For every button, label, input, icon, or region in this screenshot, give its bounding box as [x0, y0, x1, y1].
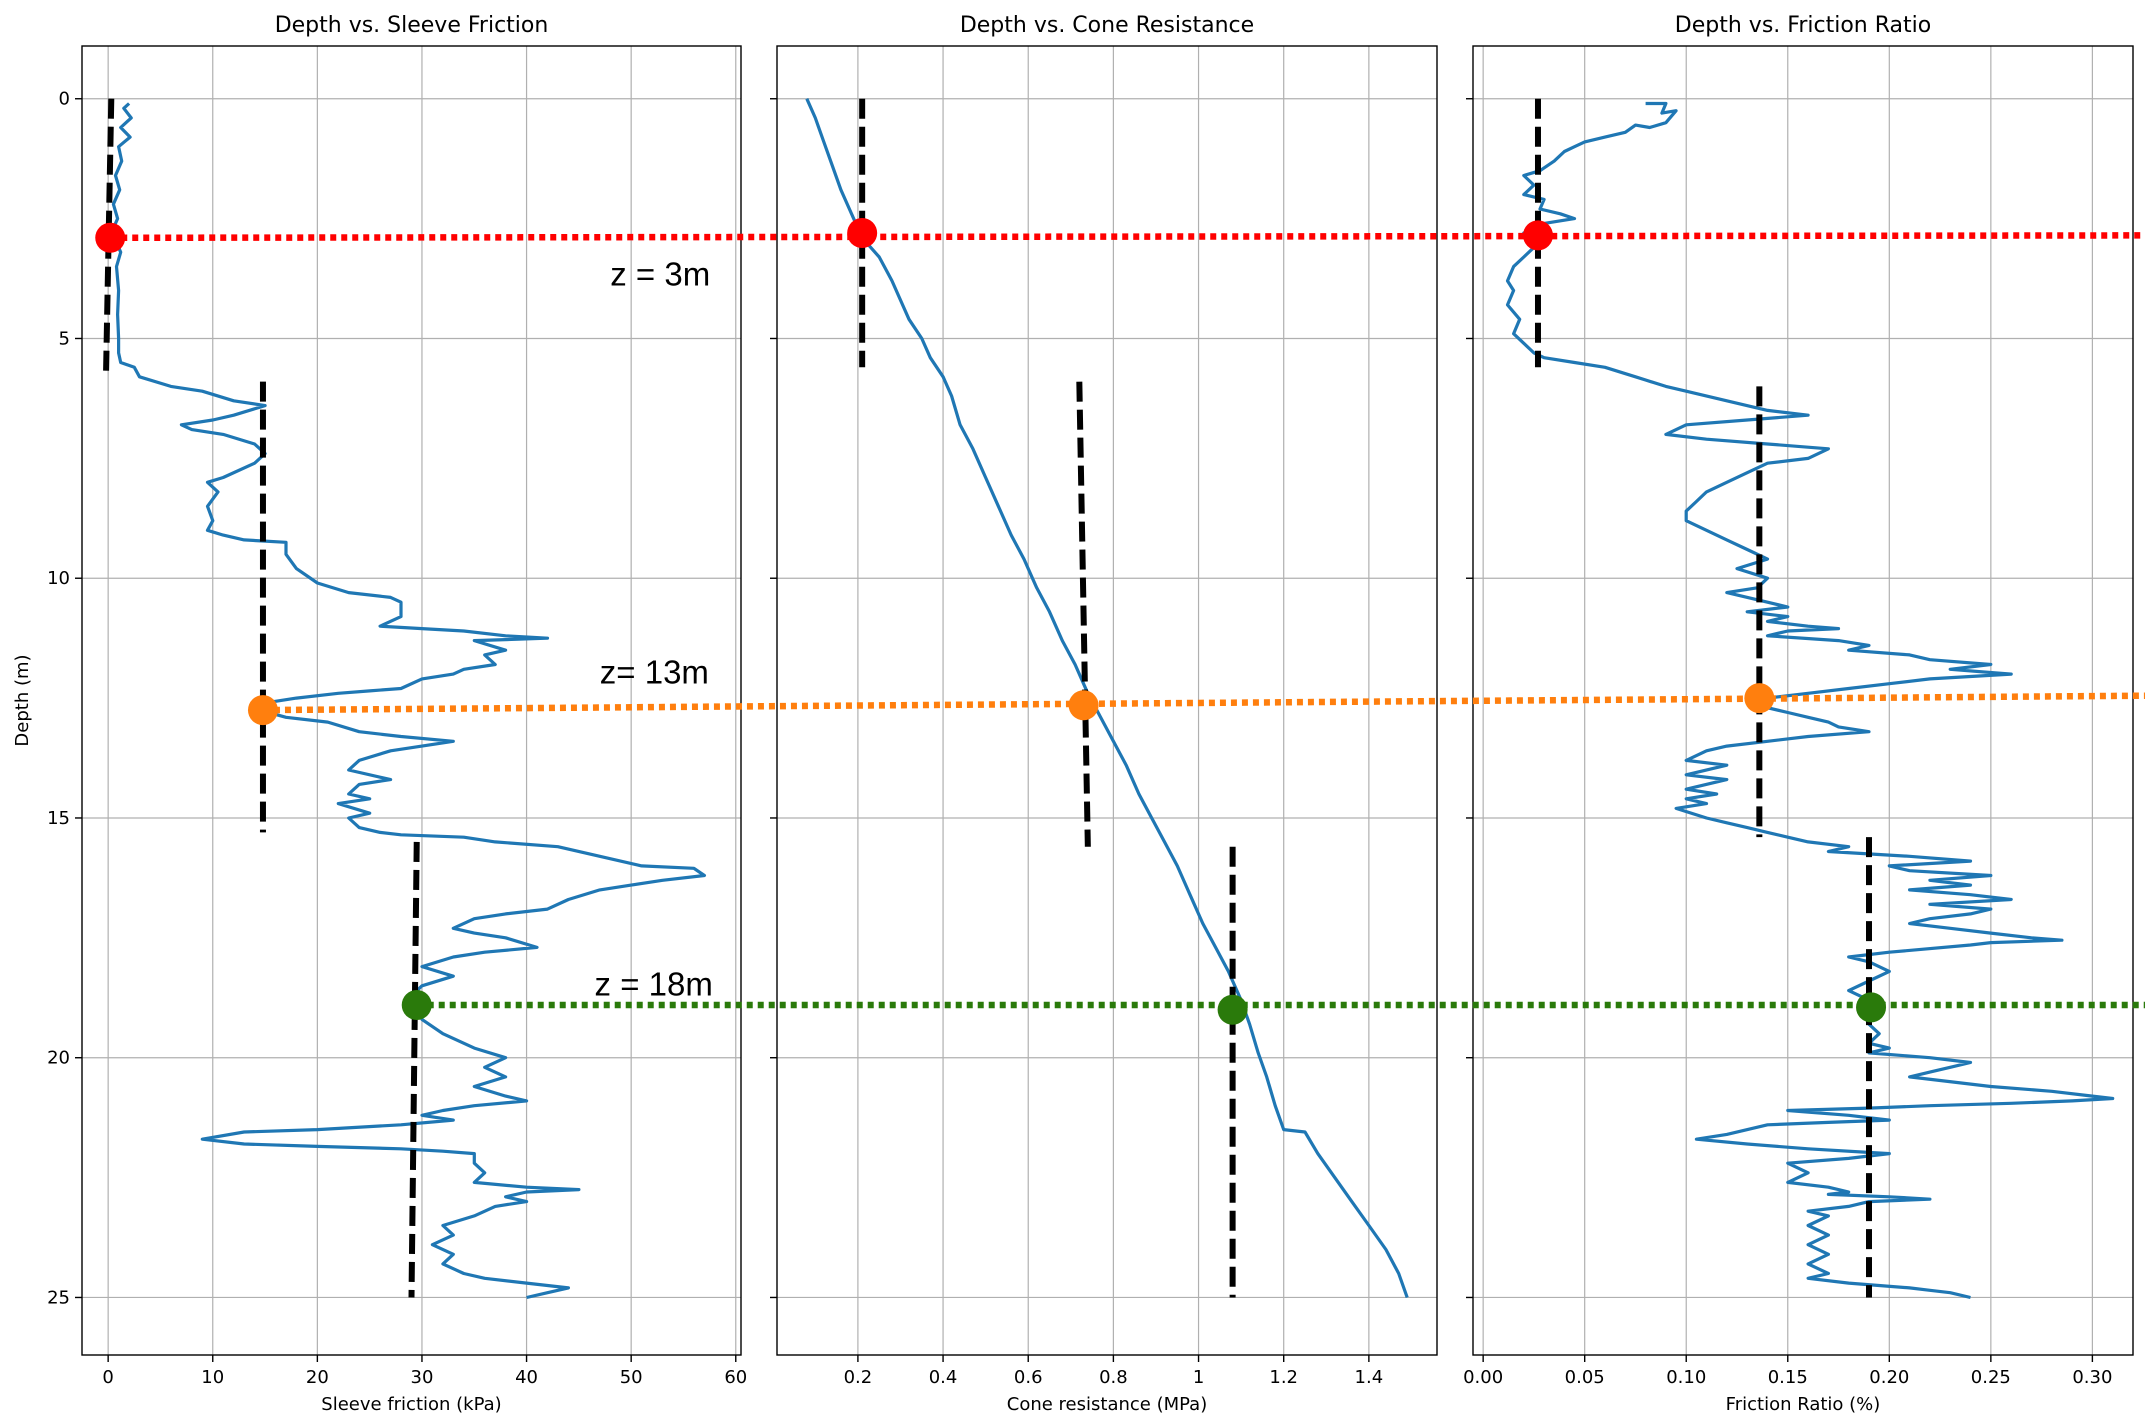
dashed-trend-line: [408, 841, 420, 1298]
depth-marker: [1744, 683, 1775, 714]
plot-frame: [81, 45, 742, 1356]
chart-title: Depth vs. Cone Resistance: [960, 13, 1254, 38]
depth-marker: [1522, 220, 1553, 251]
y-tick-label: 25: [47, 1287, 70, 1308]
x-tick-label: 0.30: [2072, 1367, 2112, 1388]
x-axis-label: Friction Ratio (%): [1726, 1394, 1881, 1415]
x-tick-label: 10: [201, 1367, 224, 1388]
series-line: [109, 102, 706, 1300]
x-tick-label: 30: [411, 1367, 434, 1388]
depth-connector-lines: [95, 218, 2145, 1025]
series-line: [805, 98, 1409, 1299]
x-tick-label: 0.4: [929, 1367, 958, 1388]
x-tick-label: 0.10: [1666, 1367, 1706, 1388]
depth-annotation: z= 13m: [600, 654, 709, 691]
depth-marker: [847, 218, 878, 248]
chart-panels: 0 10 20 30 40 50 60 0 5 10 15 20 25 Depth vs. Sleeve …: [12, 13, 2134, 1415]
chart-panel-1: 0.2 0.4 0.6 0.8 1 1.2 1.4 Depth vs. Cone Resist…: [770, 13, 1438, 1415]
depth-annotation: z = 3m: [610, 256, 710, 293]
x-tick-label: 0: [102, 1367, 113, 1388]
x-axis-label: Sleeve friction (kPa): [321, 1394, 501, 1415]
depth-connector-line: [110, 232, 2145, 242]
chart-title: Depth vs. Sleeve Friction: [275, 13, 549, 38]
y-tick-label: 0: [59, 89, 70, 110]
x-tick-label: 60: [724, 1367, 747, 1388]
x-tick-label: 1.4: [1355, 1367, 1384, 1388]
y-tick-label: 15: [47, 808, 70, 829]
y-tick-label: 5: [59, 328, 70, 349]
x-tick-label: 40: [515, 1367, 538, 1388]
y-tick-label: 10: [47, 568, 70, 589]
x-tick-label: 0.05: [1565, 1367, 1605, 1388]
x-axis-label: Cone resistance (MPa): [1007, 1394, 1207, 1415]
y-axis-label: Depth (m): [12, 654, 33, 746]
x-tick-label: 0.15: [1768, 1367, 1808, 1388]
depth-annotation: z = 18m: [595, 965, 713, 1002]
y-tick-label: 20: [47, 1048, 70, 1069]
depth-connector-line: [262, 692, 2145, 714]
depth-marker: [1068, 690, 1099, 721]
x-tick-label: 0.25: [1971, 1367, 2011, 1388]
depth-marker: [1217, 994, 1248, 1025]
x-tick-label: 0.2: [844, 1367, 873, 1388]
chart-title: Depth vs. Friction Ratio: [1675, 13, 1931, 38]
chart-panel-2: 0.00 0.05 0.10 0.15 0.20 0.25 0.30 Depth vs. Fr…: [1463, 13, 2134, 1415]
x-tick-label: 0.20: [1869, 1367, 1909, 1388]
dashed-trend-line: [1076, 381, 1091, 847]
dashed-trend-line: [103, 98, 115, 373]
plot-frame: [776, 45, 1438, 1356]
depth-marker: [247, 695, 278, 726]
x-tick-label: 1.2: [1269, 1367, 1298, 1388]
x-tick-label: 0.8: [1099, 1367, 1128, 1388]
x-tick-label: 1: [1193, 1367, 1204, 1388]
x-tick-label: 50: [620, 1367, 643, 1388]
x-tick-label: 20: [306, 1367, 329, 1388]
depth-marker: [1856, 992, 1887, 1023]
depth-marker: [401, 989, 432, 1020]
x-tick-label: 0.00: [1463, 1367, 1503, 1388]
chart-panel-0: 0 10 20 30 40 50 60 0 5 10 15 20 25 Depth vs. Sleeve …: [12, 13, 747, 1415]
depth-marker: [95, 222, 126, 253]
x-tick-label: 0.6: [1014, 1367, 1043, 1388]
